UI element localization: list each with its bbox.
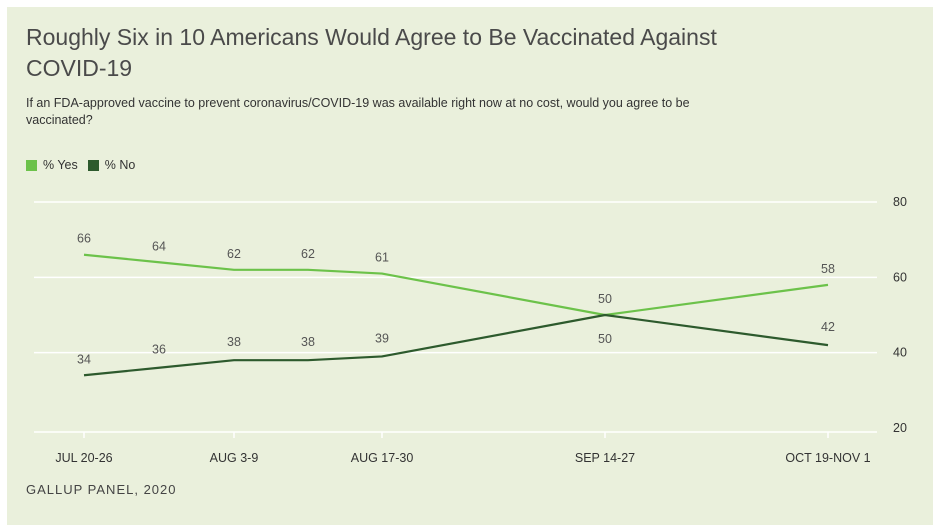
legend-label-no: % No — [104, 158, 136, 172]
y-tick-label: 40 — [893, 346, 907, 360]
legend-item-no: % No — [87, 158, 136, 172]
chart-title: Roughly Six in 10 Americans Would Agree … — [26, 24, 717, 81]
source-note: GALLUP PANEL, 2020 — [26, 482, 177, 497]
data-label-no: 34 — [77, 352, 91, 366]
data-label-yes: 64 — [152, 239, 166, 253]
x-tick-label: AUG 17-30 — [351, 451, 414, 465]
data-label-no: 42 — [821, 320, 835, 334]
chart-card — [7, 7, 933, 525]
legend-swatch-yes — [26, 159, 37, 171]
data-label-no: 36 — [152, 343, 166, 357]
y-tick-label: 20 — [893, 421, 907, 435]
series-line-yes — [83, 253, 829, 317]
data-label-yes: 61 — [375, 251, 389, 265]
data-label-yes: 62 — [227, 247, 241, 261]
data-label-no: 39 — [375, 331, 389, 345]
x-tick-label: JUL 20-26 — [55, 451, 112, 465]
data-label-yes: 62 — [301, 247, 315, 261]
series-line-no — [83, 313, 829, 377]
chart-subtitle: If an FDA-approved vaccine to prevent co… — [26, 96, 690, 127]
data-label-no: 38 — [301, 335, 315, 349]
legend: % Yes % No — [26, 158, 145, 172]
legend-label-yes: % Yes — [43, 158, 78, 172]
data-label-yes: 58 — [821, 262, 835, 276]
data-label-yes: 66 — [77, 232, 91, 246]
legend-swatch-no — [87, 159, 99, 171]
legend-item-yes: % Yes — [26, 158, 78, 172]
data-label-no: 50 — [598, 332, 612, 346]
y-tick-label: 60 — [893, 270, 907, 284]
data-label-no: 38 — [227, 335, 241, 349]
data-label-yes: 50 — [598, 292, 612, 306]
y-tick-label: 80 — [893, 195, 907, 209]
x-tick-label: OCT 19-NOV 1 — [785, 451, 870, 465]
x-tick-label: SEP 14-27 — [575, 451, 635, 465]
x-tick-label: AUG 3-9 — [210, 451, 259, 465]
